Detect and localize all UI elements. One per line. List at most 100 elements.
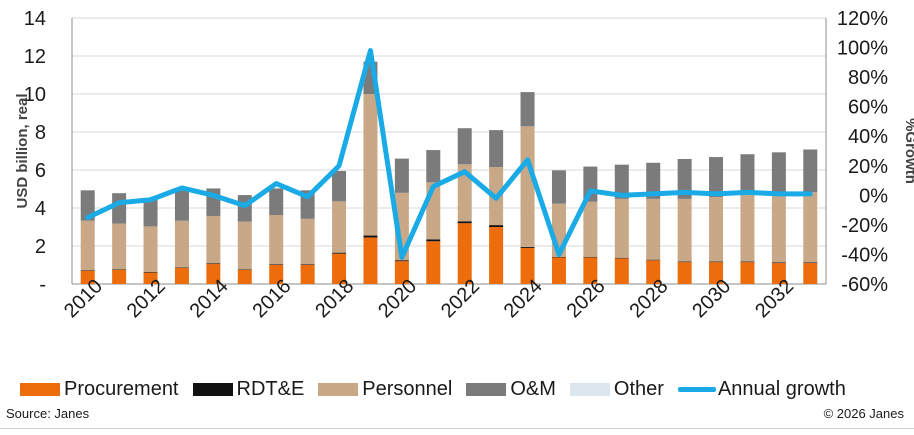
bar-procurement bbox=[363, 237, 378, 284]
bar-procurement bbox=[237, 269, 252, 284]
bar-procurement bbox=[583, 257, 598, 284]
bar-procurement bbox=[771, 263, 786, 284]
bar-procurement bbox=[677, 262, 692, 284]
source-note: Source: Janes bbox=[6, 406, 90, 421]
bar-procurement bbox=[803, 263, 818, 284]
x-tick-label: 2018 bbox=[311, 275, 358, 322]
legend-label-om: O&M bbox=[510, 378, 556, 400]
bar-procurement bbox=[80, 270, 95, 284]
bar-procurement bbox=[457, 223, 472, 284]
x-tick-label: 2032 bbox=[751, 275, 798, 322]
bar-procurement bbox=[394, 261, 409, 284]
legend-swatch-personnel bbox=[318, 383, 359, 396]
bar-rdt-e bbox=[143, 272, 158, 273]
y2-tick-label: -60% bbox=[841, 274, 888, 296]
bar-personnel bbox=[237, 221, 252, 270]
y-tick-label: 12 bbox=[24, 46, 46, 68]
bar-rdt-e bbox=[269, 264, 284, 265]
bar-o-m bbox=[143, 199, 158, 227]
legend-swatch-other bbox=[569, 383, 610, 396]
legend-label-rdte: RDT&E bbox=[236, 378, 305, 400]
bar-personnel bbox=[520, 126, 535, 247]
bar-rdt-e bbox=[206, 263, 221, 265]
bar-o-m bbox=[709, 157, 724, 197]
x-tick-label: 2016 bbox=[248, 275, 295, 322]
bar-rdt-e bbox=[112, 269, 127, 270]
bar-procurement bbox=[489, 227, 504, 284]
legend: Procurement RDT&E Personnel O&M Other An… bbox=[20, 378, 860, 401]
bar-rdt-e bbox=[551, 256, 566, 258]
bar-o-m bbox=[803, 149, 818, 193]
bar-personnel bbox=[614, 198, 629, 258]
bar-personnel bbox=[709, 196, 724, 262]
bar-personnel bbox=[300, 218, 315, 265]
y-tick-label: 6 bbox=[35, 160, 46, 182]
y2-tick-label: 0% bbox=[859, 185, 888, 207]
legend-swatch-annual-growth bbox=[677, 387, 716, 392]
legend-swatch-rdte bbox=[192, 383, 233, 396]
legend-swatch-om bbox=[466, 383, 507, 396]
bar-o-m bbox=[551, 170, 566, 204]
legend-item-annual-growth: Annual growth bbox=[677, 378, 846, 401]
y-tick-label: 4 bbox=[35, 198, 46, 220]
bar-o-m bbox=[269, 188, 284, 216]
bar-rdt-e bbox=[614, 257, 629, 259]
bar-rdt-e bbox=[489, 225, 504, 227]
legend-item-procurement: Procurement bbox=[20, 378, 179, 401]
bar-personnel bbox=[363, 94, 378, 236]
legend-label-other: Other bbox=[613, 378, 664, 400]
bar-o-m bbox=[112, 193, 127, 224]
bar-personnel bbox=[174, 220, 189, 268]
bar-rdt-e bbox=[300, 264, 315, 265]
bar-rdt-e bbox=[394, 260, 409, 262]
y2-axis-title: %Growth bbox=[902, 118, 914, 184]
x-tick-label: 2030 bbox=[688, 275, 735, 322]
legend-label-procurement: Procurement bbox=[64, 378, 179, 400]
bar-o-m bbox=[489, 130, 504, 168]
bar-procurement bbox=[332, 253, 347, 284]
bar-rdt-e bbox=[646, 259, 661, 261]
line-annual-growth bbox=[85, 48, 813, 260]
legend-item-other: Other bbox=[569, 378, 664, 401]
y-tick-label: 10 bbox=[24, 84, 46, 106]
bar-personnel bbox=[677, 198, 692, 262]
bar-personnel bbox=[803, 192, 818, 263]
legend-swatch-procurement bbox=[20, 383, 60, 396]
copyright-note: © 2026 Janes bbox=[823, 406, 904, 421]
bar-rdt-e bbox=[677, 261, 692, 263]
bar-rdt-e bbox=[174, 267, 189, 268]
bar-o-m bbox=[771, 152, 786, 195]
bar-o-m bbox=[520, 92, 535, 127]
bar-rdt-e bbox=[803, 262, 818, 264]
bar-rdt-e bbox=[457, 221, 472, 224]
y-tick-label: 2 bbox=[35, 236, 46, 258]
bar-o-m bbox=[174, 190, 189, 221]
bar-rdt-e bbox=[332, 252, 347, 254]
bar-procurement bbox=[174, 267, 189, 284]
bar-personnel bbox=[332, 201, 347, 253]
bar-rdt-e bbox=[583, 256, 598, 258]
chart: - 2 4 6 8 10 12 14 -60% -40% -20% 0% 20% 40% 60% 80% 100… bbox=[14, 8, 914, 322]
x-tick-label: 2022 bbox=[437, 275, 484, 322]
legend-label-personnel: Personnel bbox=[362, 378, 453, 400]
bar-rdt-e bbox=[520, 246, 535, 248]
y2-tick-label: 60% bbox=[848, 97, 888, 119]
legend-label-annual-growth: Annual growth bbox=[717, 378, 846, 400]
y2-tick-label: 20% bbox=[848, 156, 888, 178]
bar-rdt-e bbox=[771, 262, 786, 264]
bar-o-m bbox=[740, 154, 755, 196]
bar-procurement bbox=[269, 265, 284, 284]
bar-rdt-e bbox=[709, 261, 724, 263]
bar-rdt-e bbox=[426, 239, 441, 242]
bar-procurement bbox=[143, 272, 158, 284]
bar-personnel bbox=[206, 215, 221, 264]
bar-personnel bbox=[112, 223, 127, 270]
bar-personnel bbox=[771, 194, 786, 263]
bar-o-m bbox=[646, 162, 661, 199]
bar-personnel bbox=[740, 195, 755, 262]
y2-tick-label: 120% bbox=[837, 8, 888, 30]
bar-procurement bbox=[520, 247, 535, 284]
bar-o-m bbox=[394, 158, 409, 193]
bar-procurement bbox=[206, 264, 221, 284]
bar-procurement bbox=[300, 265, 315, 284]
